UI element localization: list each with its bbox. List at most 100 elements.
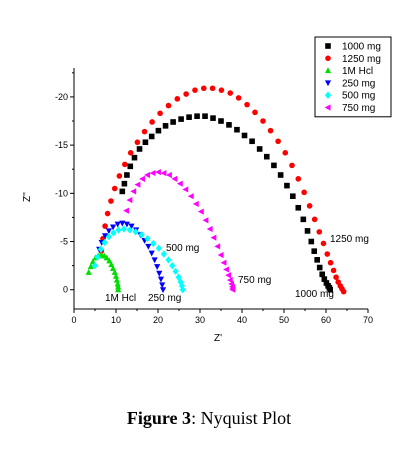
data-point <box>174 96 181 102</box>
data-point <box>132 228 139 236</box>
data-point <box>260 118 266 124</box>
caption-label: Figure 3 <box>126 408 192 428</box>
data-point <box>176 180 183 187</box>
data-point <box>128 223 135 230</box>
series-annotation: 1M Hcl <box>105 293 136 304</box>
data-point <box>197 208 204 215</box>
data-point <box>165 102 172 109</box>
data-point <box>289 162 295 169</box>
series-annotation: 1250 mg <box>330 234 369 245</box>
data-point <box>223 266 229 273</box>
data-point <box>311 248 318 254</box>
figure-caption: Figure 3: Nyquist Plot <box>0 408 418 429</box>
data-point <box>182 186 189 193</box>
data-point <box>327 286 333 293</box>
data-point <box>144 234 151 243</box>
data-point <box>290 193 296 200</box>
data-point <box>149 119 155 125</box>
data-point <box>209 85 216 92</box>
y-axis-title: Z'' <box>22 192 33 202</box>
series-annotation: 500 mg <box>166 243 199 254</box>
data-point <box>151 257 158 264</box>
data-point <box>227 90 234 96</box>
data-point <box>165 256 172 264</box>
series-annotation: 750 mg <box>238 275 271 286</box>
data-point <box>170 119 176 125</box>
x-tick-label: 70 <box>363 315 373 325</box>
data-point <box>115 286 122 293</box>
data-point <box>127 150 134 156</box>
data-point <box>226 122 232 128</box>
legend-label: 1M Hcl <box>342 66 373 77</box>
data-point <box>134 139 141 146</box>
data-point <box>214 243 221 250</box>
data-point <box>85 269 92 275</box>
data-point <box>103 254 110 261</box>
data-point <box>87 263 94 270</box>
data-point <box>126 226 133 234</box>
data-point <box>295 204 302 211</box>
data-point <box>159 282 166 289</box>
data-point <box>123 207 130 214</box>
data-point <box>206 225 213 233</box>
data-point <box>156 270 163 277</box>
legend-box <box>314 36 392 118</box>
data-point <box>282 150 289 156</box>
data-point <box>119 220 126 227</box>
data-point <box>123 221 130 228</box>
data-point <box>301 189 307 196</box>
data-point <box>130 188 137 195</box>
data-point <box>139 175 145 182</box>
data-point <box>263 153 270 160</box>
data-point <box>134 181 141 188</box>
data-point <box>124 172 130 178</box>
data-point <box>150 239 157 248</box>
data-point <box>267 127 274 134</box>
y-tick-label: -5 <box>60 237 68 247</box>
data-point <box>144 171 151 179</box>
data-point <box>127 163 134 170</box>
legend-label: 250 mg <box>342 78 375 89</box>
data-point <box>114 221 121 228</box>
data-point <box>155 169 161 176</box>
data-point <box>160 169 167 177</box>
data-point <box>94 253 101 261</box>
data-point <box>324 251 331 257</box>
data-point <box>275 138 281 145</box>
data-point <box>271 162 277 169</box>
data-point <box>101 238 108 247</box>
x-tick-label: 50 <box>279 315 289 325</box>
data-point <box>311 216 318 223</box>
x-tick-label: 0 <box>71 315 76 325</box>
x-axis-title: Z' <box>214 333 222 344</box>
data-point <box>175 273 182 281</box>
data-point <box>109 224 117 231</box>
data-point <box>155 127 162 134</box>
legend-label: 750 mg <box>342 103 375 114</box>
data-point <box>165 171 172 179</box>
caption-separator: : <box>191 408 197 428</box>
data-point <box>149 169 156 177</box>
data-point <box>122 161 128 168</box>
data-point <box>160 250 167 258</box>
data-point <box>110 229 117 237</box>
data-point <box>162 123 169 129</box>
data-point <box>112 272 120 279</box>
x-tick-label: 40 <box>237 315 247 325</box>
legend-marker <box>324 67 332 74</box>
series-500-mg <box>91 225 186 294</box>
data-point <box>277 172 284 178</box>
series-750-mg <box>123 169 236 293</box>
data-point <box>252 109 258 116</box>
nyquist-chart: 0 10 20 30 40 50 60 700-5-10-15-20 1000 mg1250 … <box>22 36 392 344</box>
data-point <box>119 188 126 195</box>
data-point <box>225 272 232 279</box>
data-point <box>244 101 250 108</box>
data-point <box>226 277 233 284</box>
data-points <box>85 85 347 295</box>
legend-label: 1000 mg <box>342 42 381 53</box>
data-point <box>157 276 165 283</box>
data-point <box>323 280 330 286</box>
data-point <box>321 276 328 282</box>
data-point <box>316 264 323 271</box>
